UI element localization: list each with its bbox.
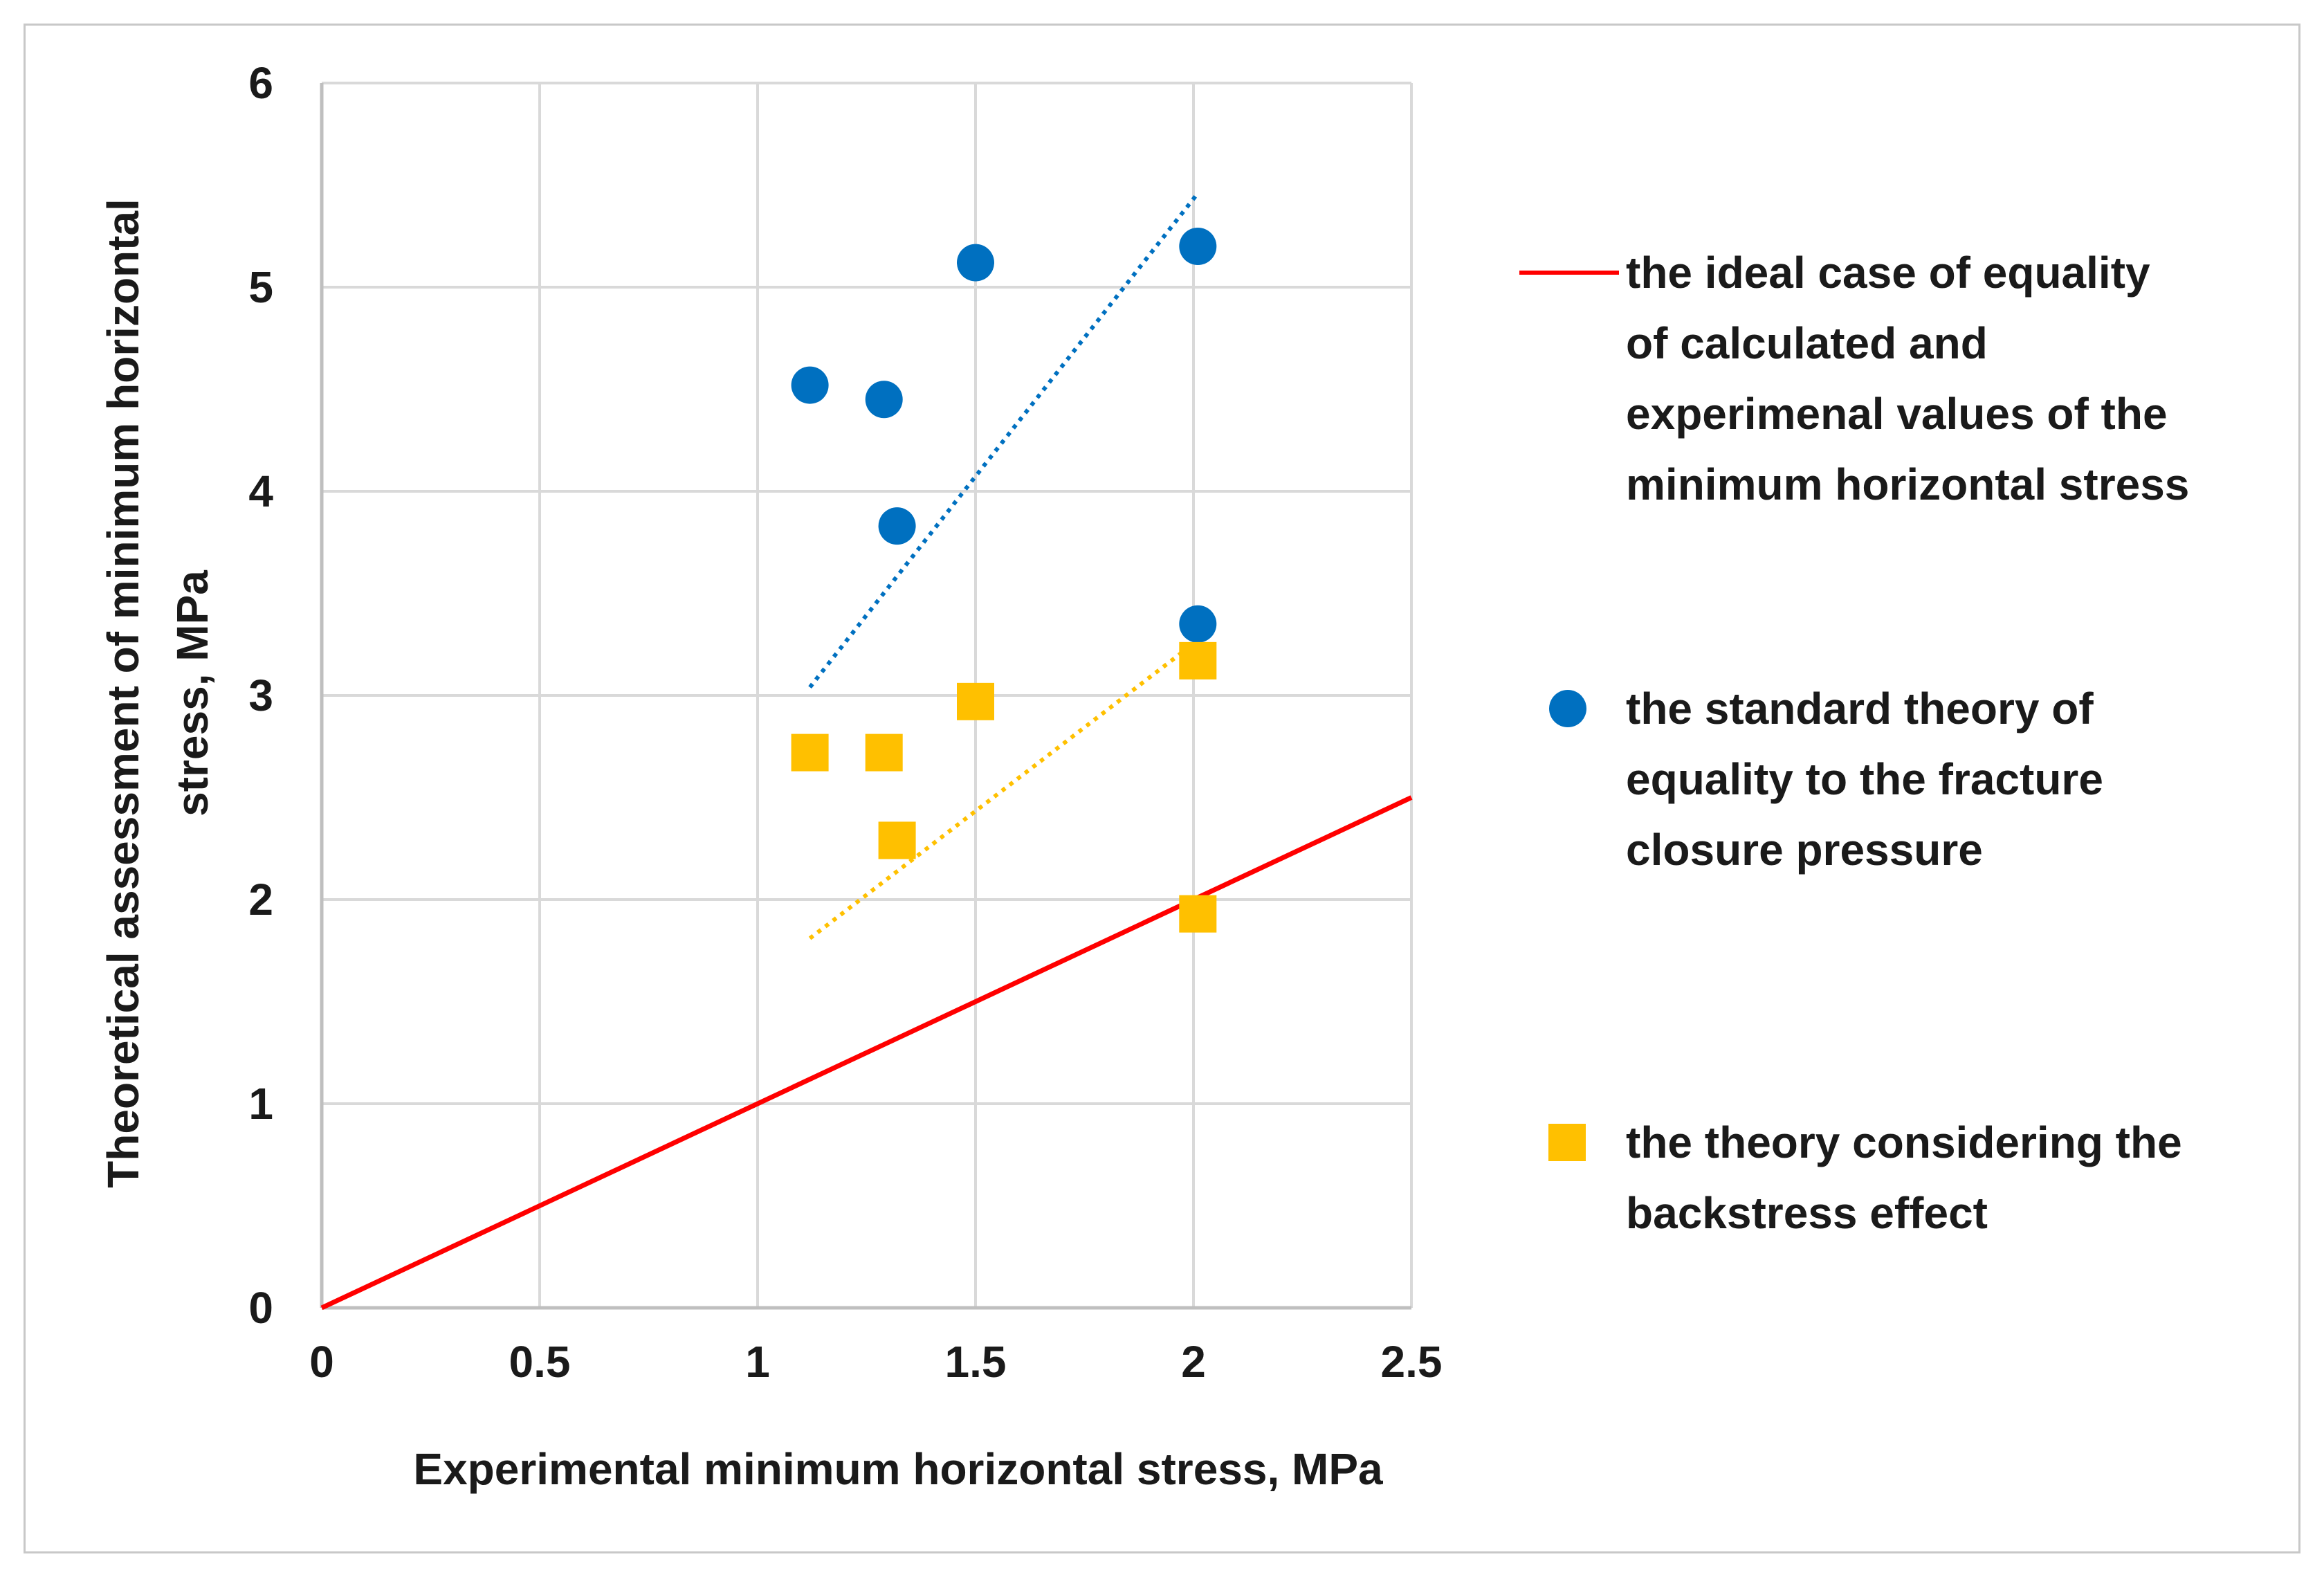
- standard-theory-point: [791, 366, 829, 404]
- backstress-theory-point: [1179, 641, 1217, 680]
- x-tick-labels: 0 0.5 1 1.5 2 2.5: [309, 1337, 1442, 1387]
- legend-label-ideal-line-4: minimum horizontal stress: [1626, 459, 2189, 509]
- standard-theory-point: [865, 381, 903, 419]
- y-axis-title-line-2: stress, MPa: [167, 570, 217, 817]
- legend-label-ideal-line-3: experimenal values of the: [1626, 389, 2168, 439]
- x-tick-label: 1: [745, 1337, 770, 1387]
- backstress-theory-point: [1179, 895, 1217, 933]
- standard-theory-point: [957, 244, 994, 282]
- legend-label-backstress-theory-2: backstress effect: [1626, 1188, 1988, 1238]
- backstress-theory-point: [865, 733, 903, 772]
- legend-square-swatch: [1548, 1124, 1586, 1161]
- y-tick-label: 4: [248, 466, 273, 516]
- standard-theory-trendline: [808, 192, 1200, 689]
- chart-frame: [24, 24, 2300, 1553]
- backstress-theory-point: [957, 682, 994, 720]
- legend-entry-backstress-theory: the theory considering the backstress ef…: [1548, 1118, 2182, 1238]
- legend-label-backstress-theory-1: the theory considering the: [1626, 1118, 2182, 1167]
- standard-theory-point: [1179, 228, 1217, 265]
- backstress-theory-point: [791, 733, 829, 772]
- x-tick-label: 0.5: [509, 1337, 571, 1387]
- legend-entry-standard-theory: the standard theory of equality to the f…: [1549, 684, 2103, 875]
- x-tick-label: 2: [1181, 1337, 1206, 1387]
- trendlines: [808, 192, 1200, 940]
- data-points: [791, 228, 1217, 933]
- grid-lines: [322, 82, 1413, 1308]
- x-axis-title: Experimental minimum horizontal stress, …: [413, 1444, 1383, 1494]
- legend-label-standard-theory-1: the standard theory of: [1626, 684, 2094, 733]
- ideal-line: [320, 795, 1413, 1311]
- backstress-theory-point: [878, 821, 916, 859]
- y-tick-label: 5: [248, 262, 273, 312]
- legend-label-ideal-line-1: the ideal case of equality: [1626, 248, 2150, 298]
- x-tick-label: 0: [309, 1337, 334, 1387]
- y-tick-label: 3: [248, 671, 273, 720]
- y-tick-label: 0: [248, 1283, 273, 1333]
- legend-circle-swatch: [1549, 690, 1586, 727]
- x-tick-label: 1.5: [945, 1337, 1007, 1387]
- axes: [320, 83, 1411, 1310]
- x-tick-label: 2.5: [1381, 1337, 1443, 1387]
- legend-label-standard-theory-3: closure pressure: [1626, 825, 1983, 875]
- y-tick-label: 2: [248, 875, 273, 924]
- y-axis-title: Theoretical assessment of minimum horizo…: [98, 199, 217, 1188]
- y-tick-label: 6: [248, 58, 273, 108]
- standard-theory-point: [878, 507, 916, 545]
- y-tick-label: 1: [248, 1079, 273, 1129]
- y-axis-title-line-1: Theoretical assessment of minimum horizo…: [98, 199, 148, 1188]
- backstress-theory-trendline: [808, 638, 1200, 940]
- legend-entry-ideal-line: the ideal case of equality of calculated…: [1519, 248, 2189, 509]
- legend-label-ideal-line-2: of calculated and: [1626, 318, 1988, 368]
- standard-theory-point: [1179, 605, 1217, 643]
- y-tick-labels: 0 1 2 3 4 5 6: [248, 58, 273, 1333]
- legend-label-standard-theory-2: equality to the fracture: [1626, 754, 2103, 804]
- ideal-line-series: [320, 795, 1413, 1311]
- legend: the ideal case of equality of calculated…: [1519, 248, 2189, 1238]
